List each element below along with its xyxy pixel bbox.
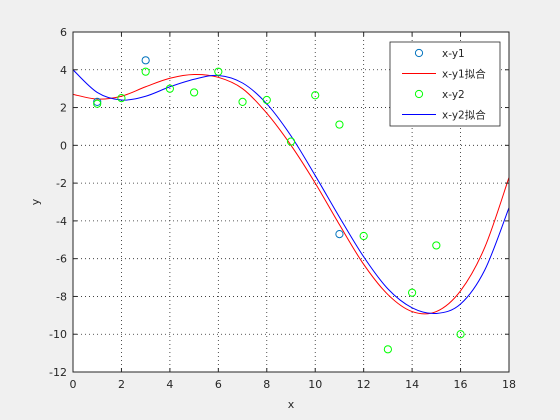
data-point-series-2 (456, 330, 465, 339)
y-tick-label: 6 (60, 26, 67, 39)
data-point-series-2 (93, 99, 102, 108)
data-point-series-2 (190, 88, 199, 97)
data-point-series-0 (141, 56, 150, 65)
y-tick-label: -12 (49, 366, 67, 379)
legend-label: x-y1拟合 (442, 68, 486, 81)
data-point-series-2 (359, 231, 368, 241)
data-point-series-2 (165, 84, 174, 93)
data-point-series-2 (335, 120, 344, 129)
legend: x-y1 x-y1拟合 x-y2 x-y2拟合 (389, 41, 501, 127)
data-point-series-2 (408, 288, 417, 297)
legend-marker (414, 48, 424, 58)
data-point-series-2 (117, 94, 126, 103)
x-tick-label: 4 (166, 378, 173, 391)
data-point-series-2 (432, 241, 441, 250)
x-tick-label: 8 (263, 378, 270, 391)
x-tick-label: 16 (454, 378, 468, 391)
data-point-series-2 (383, 345, 392, 354)
y-tick-label: 4 (60, 64, 67, 77)
legend-marker (414, 89, 424, 99)
data-point-series-2 (286, 137, 296, 146)
x-tick-label: 14 (405, 378, 419, 391)
x-axis-label: x (288, 398, 295, 411)
legend-label: x-y1 (442, 48, 465, 60)
x-tick-label: 6 (215, 378, 222, 391)
data-point-series-2 (141, 67, 150, 76)
y-tick-label: -6 (56, 253, 67, 266)
x-tick-label: 12 (357, 378, 371, 391)
data-point-series-0 (335, 230, 344, 239)
data-point-series-2 (214, 67, 223, 76)
y-tick-label: 2 (60, 102, 67, 115)
y-tick-label: -4 (56, 215, 67, 228)
x-tick-label: 0 (70, 378, 77, 391)
x-tick-label: 2 (118, 378, 125, 391)
y-tick-label: -10 (49, 328, 67, 341)
data-point-series-2 (262, 95, 271, 105)
y-axis-label: y (29, 198, 42, 205)
data-point-series-2 (311, 91, 320, 100)
y-tick-label: 0 (60, 139, 67, 152)
plot-border (72, 31, 510, 373)
x-tick-label: 10 (308, 378, 322, 391)
legend-box (389, 41, 501, 127)
x-tick-label: 18 (502, 378, 516, 391)
axis-ticks: 0 2 4 6 8 10 12 14 16 18 -12 -10 -8 -6 -4 -2 0 2 4 6 (49, 26, 516, 391)
legend-label: x-y2拟合 (442, 109, 486, 122)
y-tick-label: -2 (56, 177, 67, 190)
legend-label: x-y2 (442, 89, 465, 101)
series-layer (73, 56, 509, 354)
data-point-series-2 (238, 97, 247, 106)
fit-line-series-3 (73, 69, 509, 315)
y-tick-label: -8 (56, 290, 67, 303)
